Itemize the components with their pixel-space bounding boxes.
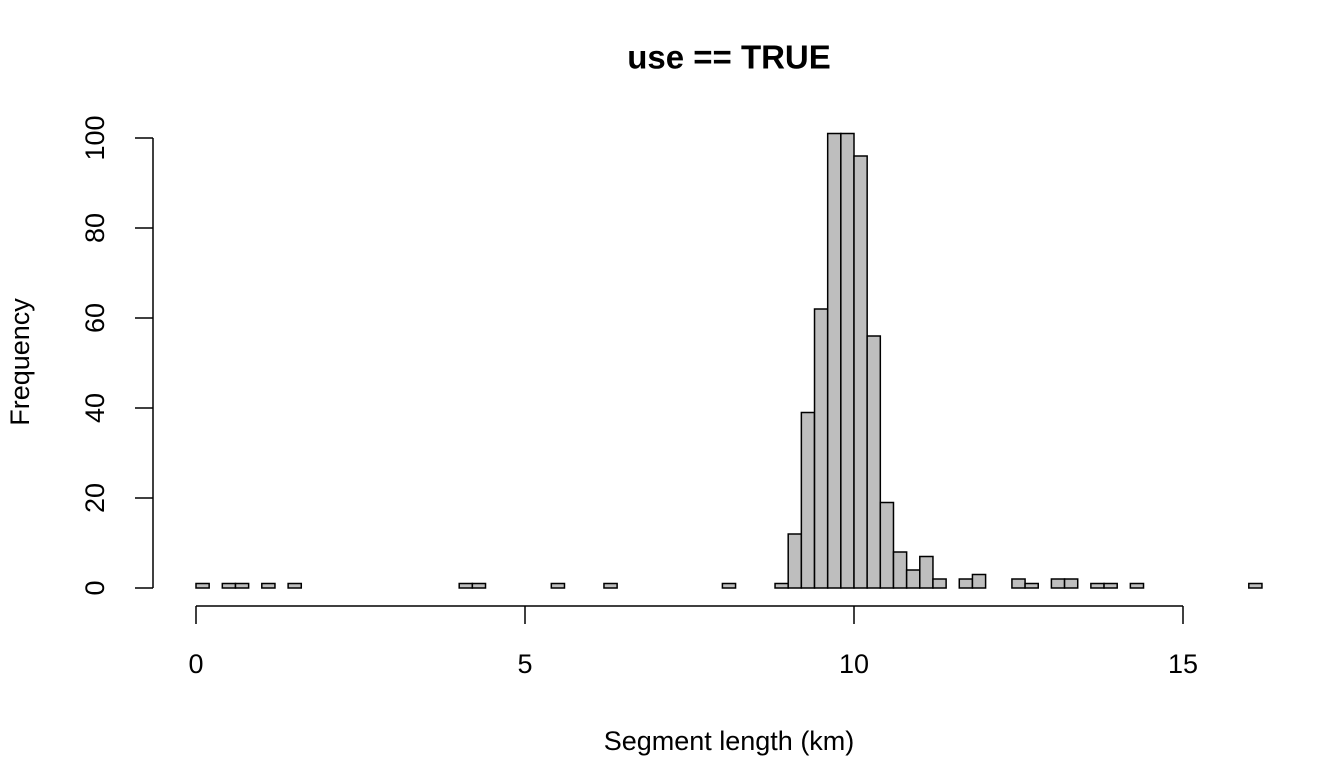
x-tick-label: 0: [188, 649, 203, 679]
bar: [1063, 578, 1079, 589]
bar: [471, 582, 487, 589]
bar: [1050, 578, 1066, 589]
bar: [1090, 582, 1105, 589]
bar: [813, 308, 829, 589]
y-axis-label: Frequency: [5, 298, 35, 426]
x-tick-label: 5: [517, 649, 532, 679]
bar: [800, 411, 816, 589]
bar: [1248, 582, 1263, 589]
bar: [905, 569, 921, 589]
x-tick-label: 15: [1168, 649, 1198, 679]
bar: [1024, 582, 1039, 589]
bar: [721, 582, 737, 589]
bar: [1103, 582, 1118, 589]
bar: [458, 582, 474, 589]
bar: [234, 582, 250, 589]
y-tick-label: 80: [80, 213, 110, 243]
bar: [892, 551, 908, 589]
bar: [550, 582, 566, 589]
bar: [853, 155, 868, 589]
y-tick-label: 100: [80, 115, 110, 160]
bar: [840, 132, 855, 589]
bar: [774, 582, 789, 589]
bar: [261, 582, 276, 589]
bar: [787, 533, 803, 589]
bar: [221, 582, 237, 589]
bar: [866, 335, 882, 589]
bar: [1011, 578, 1026, 589]
bar: [932, 578, 947, 589]
bar: [603, 582, 618, 589]
x-tick-label: 10: [839, 649, 869, 679]
bar: [287, 582, 303, 589]
bar: [1129, 582, 1145, 589]
y-tick-label: 60: [80, 303, 110, 333]
bar: [971, 573, 987, 589]
chart-title: use == TRUE: [627, 39, 831, 76]
bar: [958, 578, 974, 589]
x-axis-label: Segment length (km): [604, 726, 855, 756]
bar: [195, 582, 210, 589]
y-tick-label: 40: [80, 393, 110, 423]
bar: [879, 501, 895, 589]
bar: [919, 555, 934, 589]
y-tick-label: 0: [80, 580, 110, 595]
bar: [826, 132, 842, 589]
y-tick-label: 20: [80, 483, 110, 513]
